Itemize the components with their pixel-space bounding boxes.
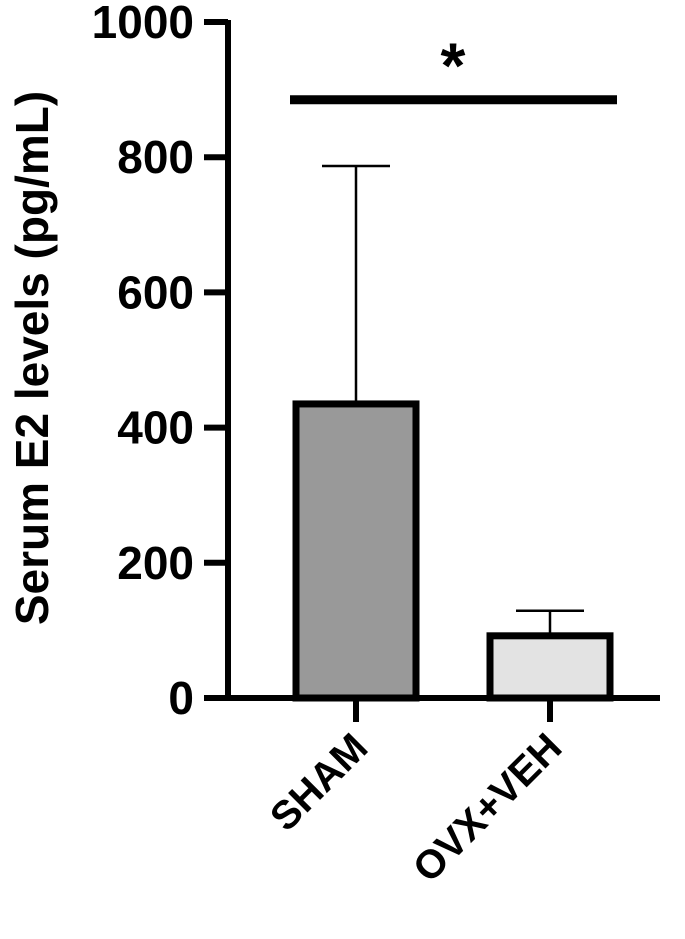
bar-sham: [292, 400, 420, 702]
bars: [292, 164, 614, 702]
bar-ovx-veh: [486, 632, 614, 702]
x-tick-label: SHAM: [262, 725, 376, 839]
y-axis-label: Serum E2 levels (pg/mL): [6, 91, 58, 625]
y-axis: 0 200 400 600 800 1000: [92, 0, 231, 724]
y-tick-label: 200: [117, 537, 194, 589]
x-axis: SHAM OVX+VEH: [225, 695, 660, 891]
significance-annotation: *: [290, 30, 617, 105]
y-tick-label: 400: [117, 402, 194, 454]
y-tick-label: 1000: [92, 0, 194, 48]
x-tick-label: OVX+VEH: [405, 725, 571, 891]
y-tick-label: 800: [117, 131, 194, 183]
y-tick-label: 600: [117, 266, 194, 318]
significance-star: *: [441, 30, 466, 102]
y-tick-label: 0: [168, 672, 194, 724]
